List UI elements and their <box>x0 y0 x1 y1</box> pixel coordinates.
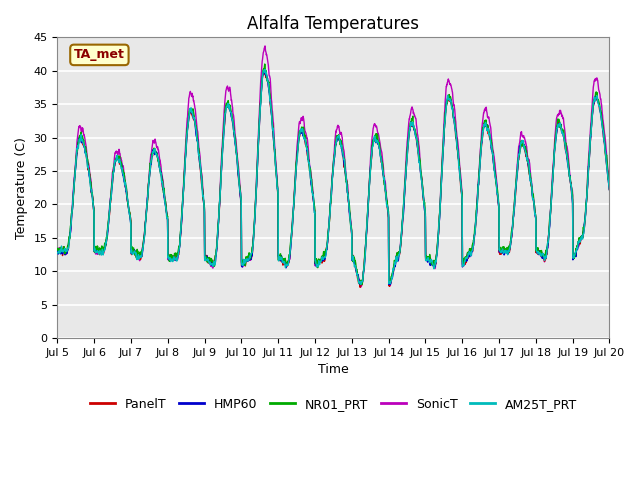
Text: TA_met: TA_met <box>74 48 125 61</box>
Y-axis label: Temperature (C): Temperature (C) <box>15 137 28 239</box>
Title: Alfalfa Temperatures: Alfalfa Temperatures <box>248 15 419 33</box>
X-axis label: Time: Time <box>318 363 349 376</box>
Legend: PanelT, HMP60, NR01_PRT, SonicT, AM25T_PRT: PanelT, HMP60, NR01_PRT, SonicT, AM25T_P… <box>84 393 582 416</box>
